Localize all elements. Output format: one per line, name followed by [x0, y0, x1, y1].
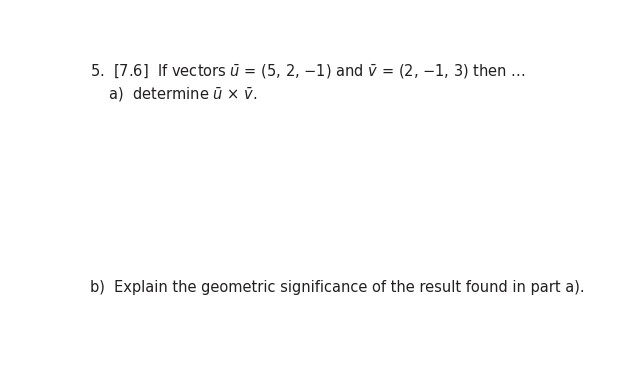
Text: 5.  [7.6]  If vectors $\bar{u}$ = (5, 2, −1) and $\bar{v}$ = (2, −1, 3) then ...: 5. [7.6] If vectors $\bar{u}$ = (5, 2, −…: [90, 63, 525, 81]
Text: b)  Explain the geometric significance of the result found in part a).: b) Explain the geometric significance of…: [90, 280, 585, 295]
Text: a)  determine $\bar{u}$ × $\bar{v}$.: a) determine $\bar{u}$ × $\bar{v}$.: [90, 86, 258, 104]
